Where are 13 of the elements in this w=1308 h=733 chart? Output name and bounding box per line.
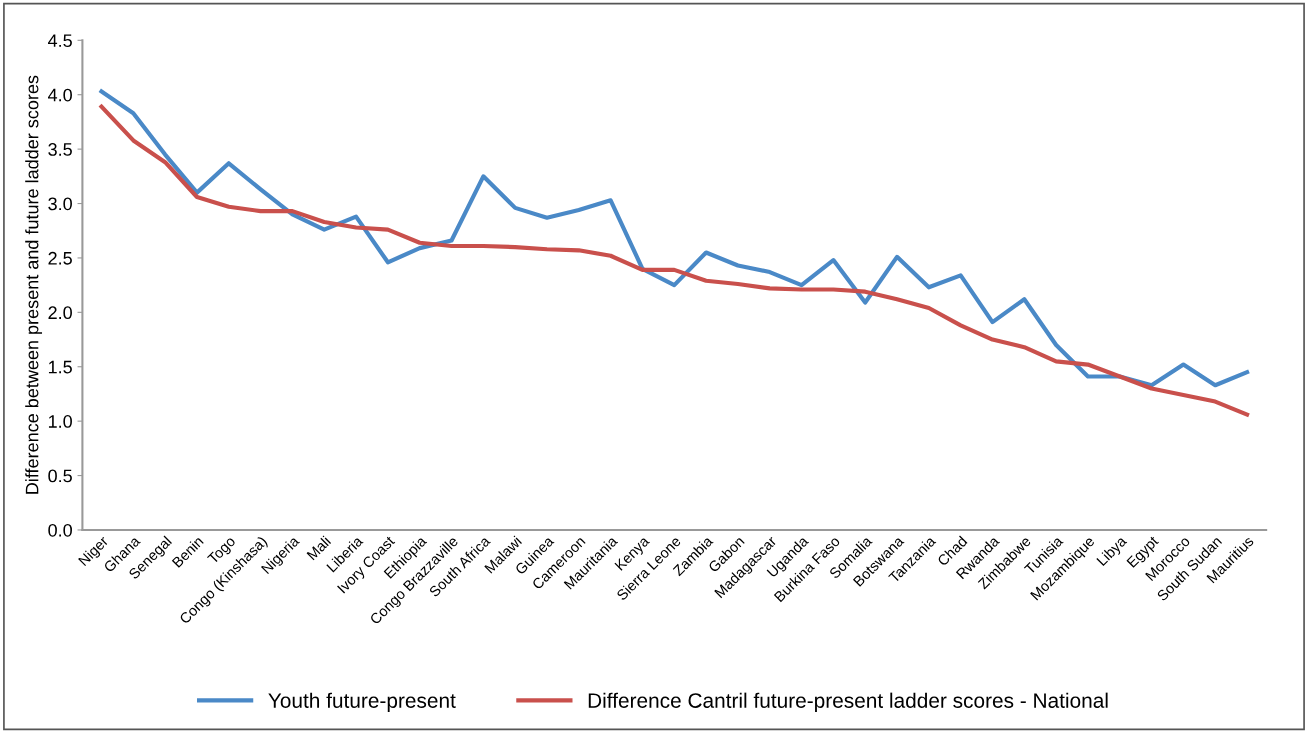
y-tick-label: 3.0: [48, 197, 72, 211]
y-tick-label: 2.5: [48, 251, 72, 265]
y-tick-label: 1.0: [48, 415, 72, 428]
y-tick-label: 2.0: [48, 306, 72, 320]
legend-label: Difference Cantril future-present ladder scores - National: [588, 692, 1108, 713]
y-tick-label: 0.0: [48, 523, 72, 537]
legend-label: Youth future-present: [268, 692, 456, 713]
y-tick-label: 3.5: [48, 143, 72, 156]
y-tick-label: 0.5: [48, 469, 72, 483]
y-tick-label: 1.5: [48, 360, 72, 374]
y-tick-label: 4.0: [48, 88, 72, 102]
y-tick-label: 4.5: [48, 34, 72, 48]
y-axis-title: Difference between present and future ladder scores: [25, 75, 43, 494]
